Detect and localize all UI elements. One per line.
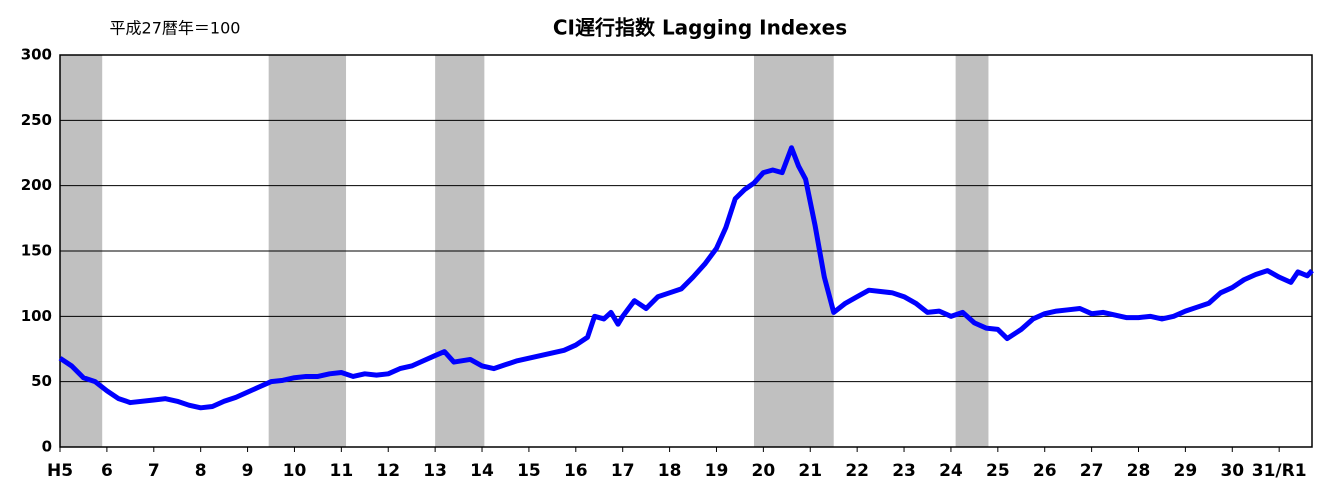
x-tick-label: 29 [1174, 461, 1198, 481]
y-tick-label: 300 [21, 46, 52, 64]
y-tick-label: 100 [21, 307, 52, 325]
x-tick-label: 20 [752, 461, 776, 481]
y-tick-label: 150 [21, 242, 52, 260]
y-tick-label: 0 [42, 438, 52, 456]
y-tick-label: 50 [31, 372, 52, 390]
x-tick-label: 7 [148, 461, 160, 481]
x-tick-label: 14 [470, 461, 494, 481]
x-tick-label: 6 [101, 461, 113, 481]
x-tick-label: 25 [986, 461, 1010, 481]
x-tick-label: 23 [892, 461, 916, 481]
chart-subtitle: 平成27暦年＝100 [110, 19, 241, 38]
chart-title: CI遅行指数 Lagging Indexes [553, 16, 847, 40]
x-tick-label: 31/R1 [1252, 461, 1307, 481]
y-tick-label: 200 [21, 176, 52, 194]
x-tick-label: 15 [517, 461, 541, 481]
x-tick-label: 9 [242, 461, 254, 481]
x-tick-label: 27 [1080, 461, 1104, 481]
x-tick-label: 18 [658, 461, 682, 481]
x-tick-label: 11 [330, 461, 354, 481]
x-tick-label: 28 [1127, 461, 1151, 481]
x-tick-label: 26 [1033, 461, 1057, 481]
x-tick-label: 21 [798, 461, 822, 481]
x-tick-label: 13 [423, 461, 447, 481]
plot-border [59, 54, 1313, 448]
x-tick-label: 17 [611, 461, 635, 481]
x-tick-label: 8 [195, 461, 207, 481]
x-tick-label: 19 [705, 461, 729, 481]
x-tick-label: 12 [376, 461, 400, 481]
data-line [58, 145, 1314, 411]
x-tick-label: 22 [845, 461, 869, 481]
x-tick-label: 16 [564, 461, 588, 481]
x-tick-label: 30 [1220, 461, 1244, 481]
x-tick-label: H5 [47, 461, 73, 481]
x-tick-label: 24 [939, 461, 963, 481]
y-tick-label: 250 [21, 111, 52, 129]
x-tick-label: 10 [283, 461, 307, 481]
